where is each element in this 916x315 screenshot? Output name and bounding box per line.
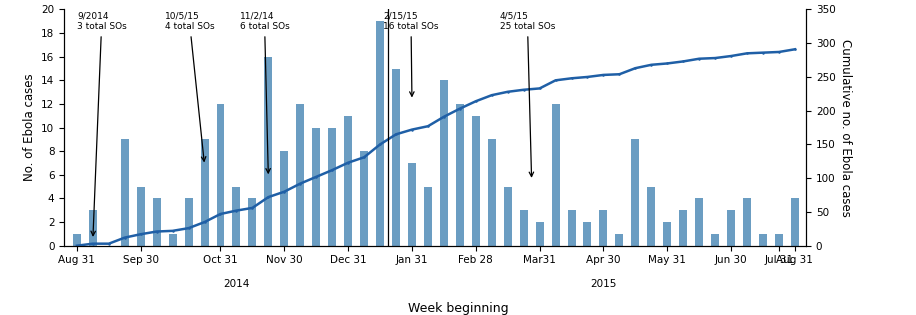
Bar — [216, 104, 224, 246]
Bar — [360, 151, 368, 246]
Bar — [408, 163, 416, 246]
Bar — [791, 198, 799, 246]
Bar — [169, 234, 177, 246]
Bar — [599, 210, 607, 246]
Text: 2015: 2015 — [590, 279, 616, 289]
Text: 9/2014
3 total SOs: 9/2014 3 total SOs — [77, 12, 126, 236]
Bar — [296, 104, 304, 246]
Bar — [185, 198, 192, 246]
Bar — [743, 198, 751, 246]
Bar — [663, 222, 671, 246]
Bar — [551, 104, 560, 246]
Bar — [536, 222, 543, 246]
Text: 2/15/15
16 total SOs: 2/15/15 16 total SOs — [383, 12, 439, 96]
Bar — [440, 80, 448, 246]
Bar — [695, 198, 703, 246]
Bar — [504, 186, 512, 246]
Bar — [456, 104, 463, 246]
Bar — [727, 210, 735, 246]
Bar — [568, 210, 575, 246]
Bar — [519, 210, 528, 246]
Text: 11/2/14
6 total SOs: 11/2/14 6 total SOs — [240, 12, 289, 173]
Bar — [680, 210, 687, 246]
Bar — [312, 128, 321, 246]
Bar — [121, 139, 129, 246]
Bar — [136, 186, 145, 246]
Text: 2014: 2014 — [224, 279, 250, 289]
Bar — [89, 210, 97, 246]
Bar — [472, 116, 480, 246]
Bar — [233, 186, 240, 246]
Y-axis label: No. of Ebola cases: No. of Ebola cases — [23, 74, 36, 181]
Bar — [201, 139, 209, 246]
Text: 10/5/15
4 total SOs: 10/5/15 4 total SOs — [165, 12, 214, 161]
Bar — [153, 198, 160, 246]
Bar — [328, 128, 336, 246]
Bar — [759, 234, 767, 246]
Bar — [344, 116, 352, 246]
Bar — [376, 21, 384, 246]
Bar — [775, 234, 783, 246]
Text: Week beginning: Week beginning — [408, 302, 508, 315]
Bar — [631, 139, 639, 246]
Bar — [280, 151, 289, 246]
Bar — [248, 198, 256, 246]
Bar — [616, 234, 624, 246]
Bar — [392, 68, 400, 246]
Bar — [648, 186, 655, 246]
Bar — [265, 57, 272, 246]
Bar — [487, 139, 496, 246]
Bar — [424, 186, 432, 246]
Bar — [711, 234, 719, 246]
Y-axis label: Cumulative no. of Ebola cases: Cumulative no. of Ebola cases — [839, 39, 852, 216]
Bar — [583, 222, 592, 246]
Text: 4/5/15
25 total SOs: 4/5/15 25 total SOs — [500, 12, 555, 176]
Bar — [73, 234, 81, 246]
